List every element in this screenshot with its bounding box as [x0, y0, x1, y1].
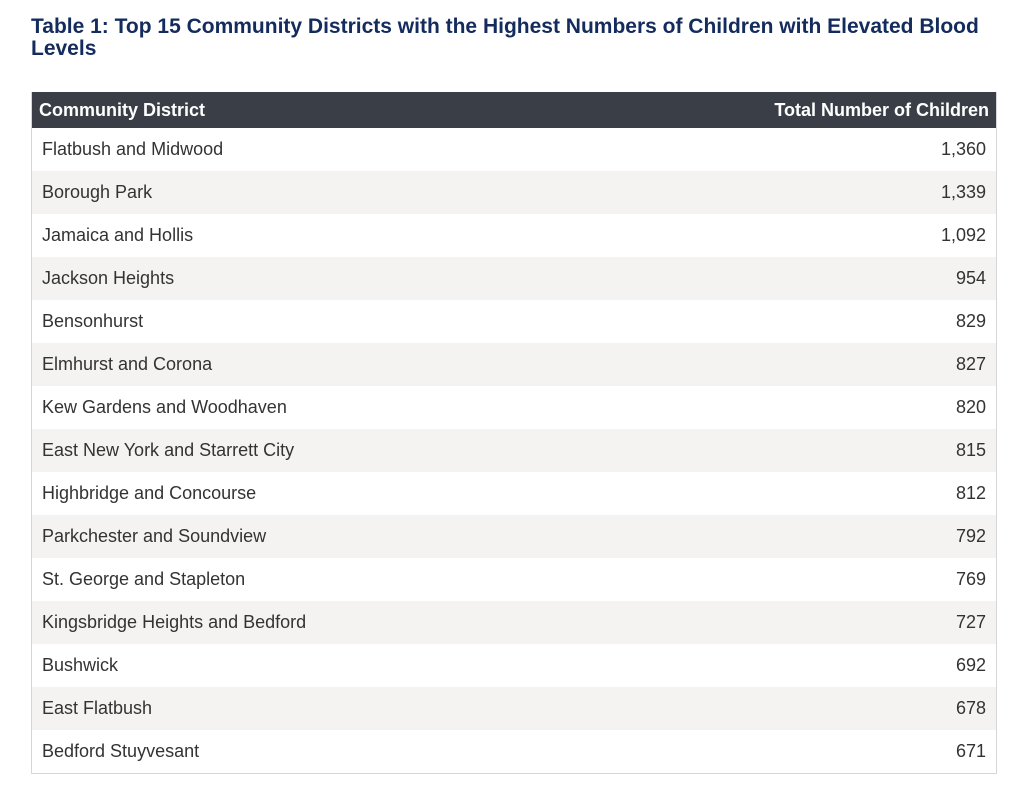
table-row: Kingsbridge Heights and Bedford 727 — [32, 601, 996, 644]
table-row: Jamaica and Hollis 1,092 — [32, 214, 996, 257]
district-name-cell: Kingsbridge Heights and Bedford — [42, 612, 307, 632]
district-name-cell: Borough Park — [42, 182, 153, 202]
table-row: Jackson Heights 954 — [32, 257, 996, 300]
table-header-row: Community District Total Number of Child… — [32, 92, 996, 128]
table-row: Borough Park 1,339 — [32, 171, 996, 214]
district-name-cell: Flatbush and Midwood — [42, 139, 224, 159]
district-name-cell: Kew Gardens and Woodhaven — [42, 397, 287, 417]
table-row: Kew Gardens and Woodhaven 820 — [32, 386, 996, 429]
district-name-cell: Parkchester and Soundview — [42, 526, 267, 546]
children-count-cell: 827 — [955, 354, 986, 374]
table-row: Flatbush and Midwood 1,360 — [32, 128, 996, 171]
children-count-cell: 1,339 — [940, 182, 986, 202]
table-row: Elmhurst and Corona 827 — [32, 343, 996, 386]
table-row: Bedford Stuyvesant 671 — [32, 730, 996, 773]
children-count-cell: 820 — [955, 397, 986, 417]
district-name-cell: Elmhurst and Corona — [42, 354, 213, 374]
table-row: Parkchester and Soundview 792 — [32, 515, 996, 558]
table-row: East New York and Starrett City 815 — [32, 429, 996, 472]
district-name-cell: Jackson Heights — [42, 268, 175, 288]
table-body: Flatbush and Midwood 1,360 Borough Park 1,3… — [32, 128, 996, 773]
children-count-cell: 829 — [955, 311, 986, 331]
table-row: East Flatbush 678 — [32, 687, 996, 730]
table-row: Bensonhurst 829 — [32, 300, 996, 343]
district-name-cell: Bensonhurst — [42, 311, 144, 331]
children-count-cell: 1,360 — [940, 139, 986, 159]
district-name-cell: Bushwick — [42, 655, 119, 675]
children-count-cell: 692 — [955, 655, 986, 675]
children-count-cell: 727 — [955, 612, 986, 632]
district-name-cell: Bedford Stuyvesant — [42, 741, 200, 761]
children-count-cell: 954 — [955, 268, 986, 288]
column-header-district: Community District — [39, 99, 206, 120]
data-table-container: Community District Total Number of Child… — [31, 92, 997, 774]
district-name-cell: East New York and Starrett City — [42, 440, 295, 460]
children-count-cell: 792 — [955, 526, 986, 546]
district-name-cell: Highbridge and Concourse — [42, 483, 257, 503]
children-count-cell: 671 — [955, 741, 986, 761]
district-name-cell: St. George and Stapleton — [42, 569, 246, 589]
table-title: Table 1: Top 15 Community Districts with… — [31, 15, 979, 60]
children-count-cell: 1,092 — [940, 225, 986, 245]
children-count-cell: 678 — [955, 698, 986, 718]
children-count-cell: 769 — [955, 569, 986, 589]
column-header-total: Total Number of Children — [774, 99, 989, 120]
district-name-cell: Jamaica and Hollis — [42, 225, 194, 245]
table-row: Highbridge and Concourse 812 — [32, 472, 996, 515]
data-table: Community District Total Number of Child… — [32, 92, 996, 773]
table-row: St. George and Stapleton 769 — [32, 558, 996, 601]
table-row: Bushwick 692 — [32, 644, 996, 687]
district-name-cell: East Flatbush — [42, 698, 153, 718]
children-count-cell: 812 — [955, 483, 986, 503]
children-count-cell: 815 — [955, 440, 986, 460]
